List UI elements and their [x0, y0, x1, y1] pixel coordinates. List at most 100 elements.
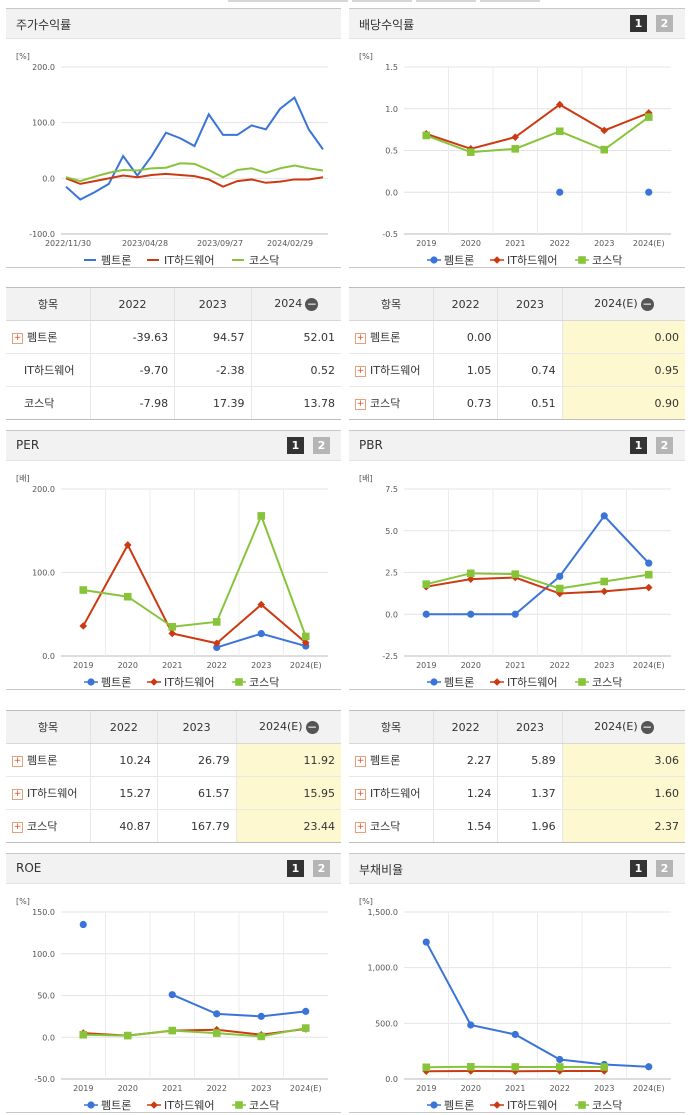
y-tick-label: 100.0	[32, 119, 55, 128]
x-tick-label: 2021	[505, 1084, 525, 1093]
expand-icon[interactable]: +	[12, 821, 23, 833]
collapse-icon[interactable]: −	[305, 296, 319, 311]
series-line	[82, 542, 307, 645]
data-point	[466, 569, 475, 578]
expand-icon[interactable]: +	[355, 365, 366, 377]
x-tick-label: 2024(E)	[290, 1084, 322, 1093]
view-1-button[interactable]: 1	[630, 15, 647, 32]
x-tick-label: 2021	[162, 1084, 182, 1093]
data-point	[257, 630, 265, 638]
col-header: 항목	[349, 288, 434, 321]
x-tick-label: 2020	[461, 661, 481, 670]
series-line	[65, 172, 324, 188]
expand-icon[interactable]: +	[355, 788, 366, 800]
expand-icon[interactable]: +	[355, 398, 366, 410]
debt-ratio-chart: [%] 1,500.0 1,000.0 500.0 0.0 2019 2020 2021 202…	[359, 897, 671, 1112]
expand-icon[interactable]: +	[12, 788, 23, 800]
view-1-button[interactable]: 1	[630, 437, 647, 454]
y-tick-label: 100.0	[32, 569, 55, 578]
view-2-button[interactable]: 2	[656, 860, 673, 877]
data-point	[79, 1030, 88, 1039]
legend-marker	[235, 1101, 243, 1109]
expand-icon[interactable]: +	[12, 332, 23, 344]
data-point	[511, 1063, 520, 1071]
legend-label: IT하드웨어	[507, 1098, 557, 1112]
data-point	[422, 580, 431, 588]
view-1-button[interactable]: 1	[287, 437, 304, 454]
per-chart: [배]200.0 100.0 0.0 2019 2020 2021 2022 2023 2024…	[16, 474, 328, 689]
x-tick-label: 2019	[416, 1084, 436, 1093]
col-header: 2023	[497, 288, 563, 321]
expand-icon[interactable]: +	[12, 755, 23, 767]
series-line	[83, 513, 307, 637]
y-tick-label: 1.0	[385, 105, 398, 114]
view-2-button[interactable]: 2	[313, 860, 330, 877]
data-point	[645, 188, 653, 196]
legend-item: 코스닥	[232, 1099, 279, 1112]
y-tick-label: 0.0	[385, 1075, 398, 1084]
x-tick-label: 2024(E)	[633, 661, 665, 670]
data-point	[168, 629, 177, 638]
table-row: + 펨트론 2.27 5.89 3.06	[349, 743, 685, 777]
col-header: 2024(E) −	[561, 288, 685, 321]
data-point	[555, 584, 564, 593]
legend-item: IT하드웨어	[490, 253, 557, 267]
collapse-icon[interactable]: −	[305, 719, 319, 734]
x-tick-label: 2024(E)	[633, 1084, 665, 1093]
y-tick-label: 150.0	[32, 908, 55, 917]
view-1-button[interactable]: 1	[630, 860, 647, 877]
unit-label: [배]	[359, 474, 373, 483]
y-tick-label: -50.0	[34, 1075, 55, 1084]
x-tick-label: 2023	[251, 661, 271, 670]
x-tick-label: 2019	[416, 239, 436, 248]
data-point	[422, 1067, 431, 1076]
series-line	[425, 103, 650, 150]
legend-label: 코스닥	[592, 1099, 622, 1112]
col-header: 2023	[497, 711, 563, 744]
legend-marker	[150, 678, 158, 686]
series-line	[426, 514, 650, 616]
pbr-panel: PBR 1 2 [배] 7.5 5.0 2.5 0.0 -2.5 2019 2020 2021 2…	[349, 430, 685, 690]
data-point	[644, 570, 653, 579]
x-tick-label: 2021	[505, 239, 525, 248]
view-2-button[interactable]: 2	[656, 15, 673, 32]
expand-icon[interactable]: +	[355, 755, 366, 767]
unit-label: [%]	[359, 897, 373, 906]
data-point	[600, 1063, 609, 1071]
x-tick-label: 2023	[251, 1084, 271, 1093]
collapse-icon[interactable]: −	[640, 719, 654, 734]
legend-item: 코스닥	[575, 254, 622, 267]
y-tick-label: 2.5	[385, 569, 398, 578]
panel-title: 배당수익률	[359, 18, 415, 32]
expand-icon[interactable]: +	[355, 332, 366, 344]
data-point	[213, 1010, 221, 1018]
unit-label: [배]	[16, 474, 30, 483]
x-tick-label: 2022/11/30	[45, 239, 91, 248]
panel-title: 주가수익률	[16, 18, 72, 32]
data-point	[644, 113, 653, 121]
data-point	[123, 592, 132, 601]
data-point	[600, 512, 608, 520]
data-point	[511, 1067, 520, 1076]
legend-marker	[578, 678, 586, 686]
collapse-icon[interactable]: −	[640, 296, 654, 311]
data-point	[555, 1063, 564, 1071]
col-header: 2024(E) −	[235, 711, 341, 744]
data-point	[511, 570, 520, 578]
legend-label: 펨트론	[444, 254, 474, 267]
legend-marker	[235, 678, 243, 686]
data-point	[301, 632, 310, 641]
x-tick-label: 2022	[207, 1084, 227, 1093]
view-2-button[interactable]: 2	[313, 437, 330, 454]
unit-label: [%]	[359, 52, 373, 61]
y-tick-label: 1,000.0	[367, 964, 398, 973]
view-1-button[interactable]: 1	[287, 860, 304, 877]
legend-marker	[150, 1101, 158, 1109]
col-header: 항목	[6, 711, 91, 744]
expand-icon[interactable]: +	[355, 821, 366, 833]
data-point	[600, 1067, 609, 1075]
data-point	[79, 920, 87, 929]
x-tick-label: 2024(E)	[290, 661, 322, 670]
view-2-button[interactable]: 2	[656, 437, 673, 454]
legend-marker	[493, 678, 501, 686]
